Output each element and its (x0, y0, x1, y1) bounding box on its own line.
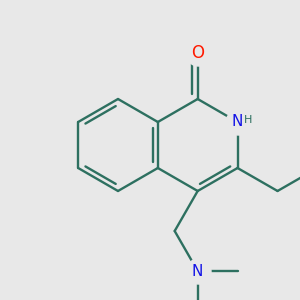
Text: N: N (192, 263, 203, 278)
Text: H: H (244, 115, 253, 125)
Text: O: O (191, 44, 204, 62)
Text: N: N (232, 115, 243, 130)
